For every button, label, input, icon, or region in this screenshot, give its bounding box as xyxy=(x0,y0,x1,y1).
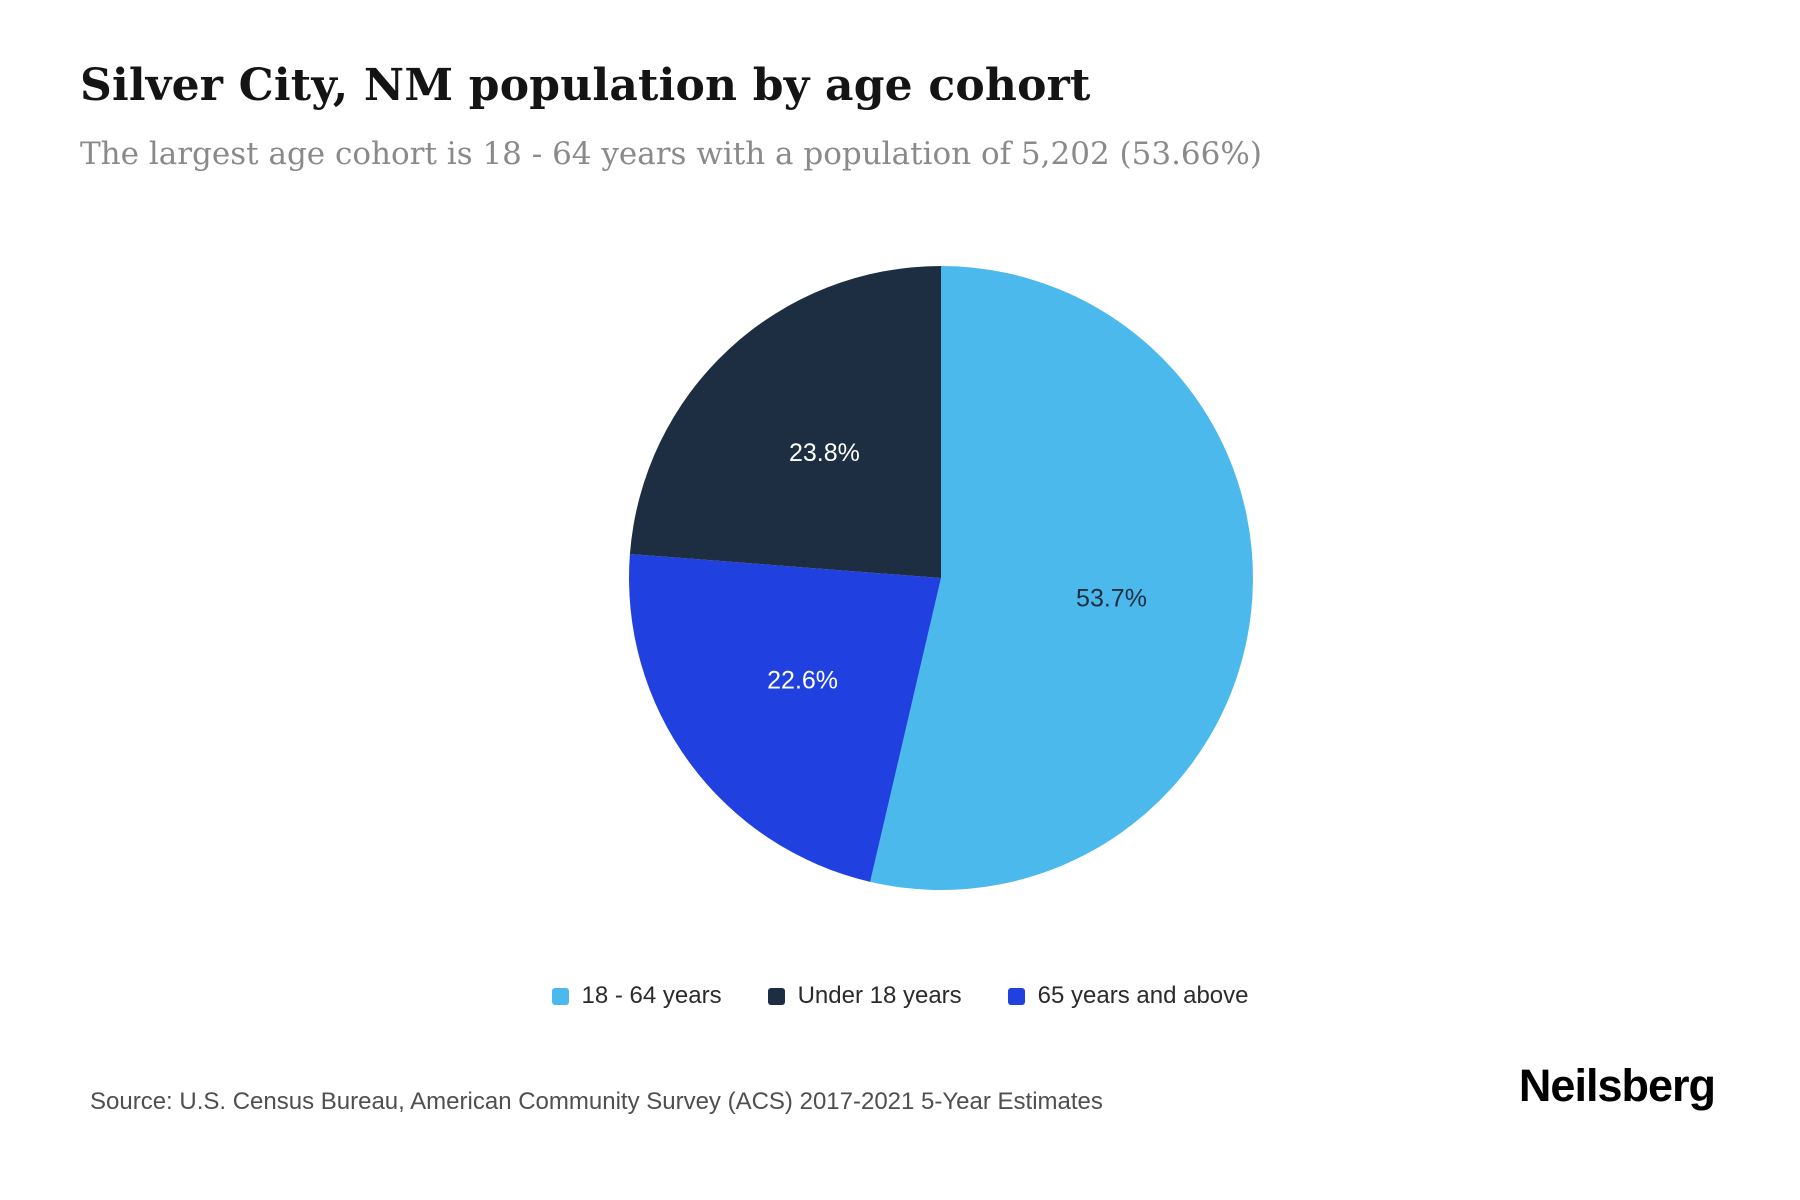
pie-slice[interactable] xyxy=(628,554,941,882)
pie-slice[interactable] xyxy=(629,266,941,578)
brand-logo: Neilsberg xyxy=(1518,1060,1716,1111)
pie-slice-label: 23.8% xyxy=(789,439,860,467)
legend-item-under-18-years[interactable]: Under 18 years xyxy=(767,982,962,1010)
legend-item-65-years-and-above[interactable]: 65 years and above xyxy=(1007,982,1249,1010)
source-attribution: Source: U.S. Census Bureau, American Com… xyxy=(90,1088,1103,1115)
pie-slice-label: 53.7% xyxy=(1076,585,1147,613)
pie-slice[interactable] xyxy=(870,266,1253,890)
chart-title: Silver City, NM population by age cohort xyxy=(80,60,1091,111)
legend-swatch-icon xyxy=(767,987,785,1005)
pie-chart-area: 53.7% 22.6% 23.8% xyxy=(625,262,1257,894)
chart-subtitle: The largest age cohort is 18 - 64 years … xyxy=(80,136,1262,172)
legend-label: Under 18 years xyxy=(797,982,962,1009)
chart-legend: 18 - 64 years Under 18 years 65 years an… xyxy=(0,982,1800,1010)
legend-swatch-icon xyxy=(1007,987,1025,1005)
pie-slice-label: 22.6% xyxy=(767,666,838,694)
legend-swatch-icon xyxy=(551,987,569,1005)
pie-chart: 53.7% 22.6% 23.8% xyxy=(628,266,1253,890)
legend-item-18-64-years[interactable]: 18 - 64 years xyxy=(551,982,722,1010)
legend-label: 65 years and above xyxy=(1037,982,1249,1009)
legend-label: 18 - 64 years xyxy=(581,982,722,1009)
